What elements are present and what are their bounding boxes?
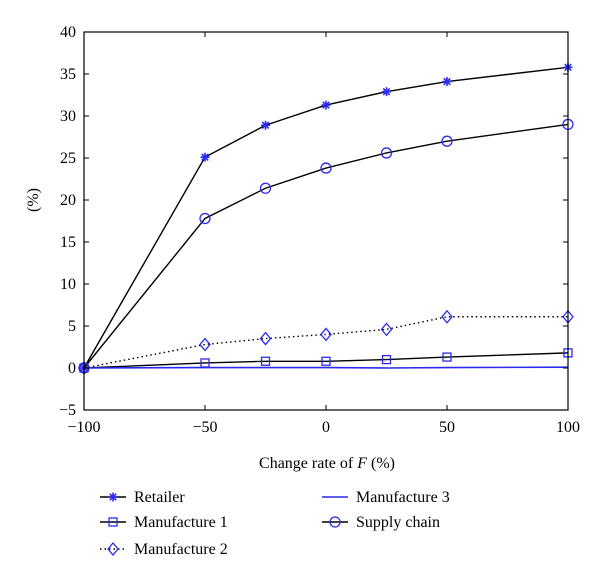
x-tick-label: −100	[67, 419, 100, 436]
series-line-manufacture-2	[83, 316, 568, 369]
legend-entry-retailer: Retailer	[100, 489, 185, 506]
y-tick-label: 15	[60, 234, 76, 251]
x-tick-label: 0	[322, 419, 330, 436]
legend-marker-manufacture-1	[108, 517, 118, 527]
axes-frame	[83, 31, 569, 411]
y-axis-label: (%)	[25, 188, 42, 212]
data-point-supply-chain	[320, 162, 332, 174]
legend-marker-manufacture-2	[107, 541, 119, 557]
x-axis-label-prefix: Change rate of	[259, 455, 357, 472]
data-point-manufacture-2	[380, 322, 393, 337]
legend-label: Manufacture 1	[134, 514, 228, 531]
data-point-manufacture-1	[260, 356, 271, 366]
y-tick-label: 10	[60, 276, 76, 293]
legend-entry-manufacture-1: Manufacture 1	[100, 514, 228, 531]
data-point-retailer	[200, 152, 210, 162]
data-point-supply-chain	[199, 212, 211, 225]
series-line-manufacture-3	[83, 366, 569, 369]
legend-label: Manufacture 2	[134, 541, 228, 558]
series-line-supply-chain	[83, 123, 569, 369]
y-tick-label: −5	[59, 402, 76, 419]
data-point-retailer	[442, 77, 452, 87]
y-tick-label: 30	[60, 108, 76, 125]
legend-entry-supply-chain: Supply chain	[322, 514, 440, 531]
data-point-supply-chain	[259, 182, 272, 194]
x-tick-label: −50	[192, 419, 217, 436]
plot-area	[78, 62, 574, 376]
data-point-manufacture-1	[321, 356, 331, 366]
x-axis-label-suffix: (%)	[367, 455, 395, 472]
y-tick-label: 35	[60, 66, 76, 83]
legend-marker-supply-chain	[329, 516, 341, 528]
x-axis-label-variable: F	[356, 455, 367, 472]
data-point-supply-chain	[441, 135, 453, 147]
data-point-manufacture-2	[320, 327, 332, 342]
y-tick-label: 25	[60, 150, 76, 167]
y-tick-label: 0	[68, 360, 76, 377]
legend-marker-retailer	[108, 492, 118, 502]
legend: Retailer Manufacture 1 Manufacture 2 Manufa…	[100, 489, 450, 558]
y-tick-label: 5	[68, 318, 76, 335]
x-tick-label: 100	[556, 419, 580, 436]
y-tick-label: 40	[60, 24, 76, 41]
legend-label: Supply chain	[356, 514, 440, 531]
data-point-manufacture-1	[442, 352, 452, 362]
x-tick-label: 50	[439, 419, 455, 436]
data-point-retailer	[382, 87, 391, 97]
legend-entry-manufacture-3: Manufacture 3	[322, 489, 450, 506]
data-point-retailer	[321, 100, 331, 110]
data-point-manufacture-2	[259, 331, 272, 346]
legend-label: Retailer	[134, 489, 185, 506]
series-line-retailer	[83, 66, 569, 369]
data-point-manufacture-2	[441, 309, 453, 324]
data-point-retailer	[261, 120, 270, 130]
data-point-manufacture-1	[381, 354, 392, 365]
legend-label: Manufacture 3	[356, 489, 450, 506]
series-line-manufacture-1	[83, 352, 569, 369]
data-point-manufacture-2	[199, 337, 211, 352]
legend-entry-manufacture-2: Manufacture 2	[100, 541, 228, 558]
x-axis-label: Change rate of F (%)	[259, 455, 395, 472]
data-point-supply-chain	[380, 147, 393, 159]
y-tick-label: 20	[60, 192, 76, 209]
